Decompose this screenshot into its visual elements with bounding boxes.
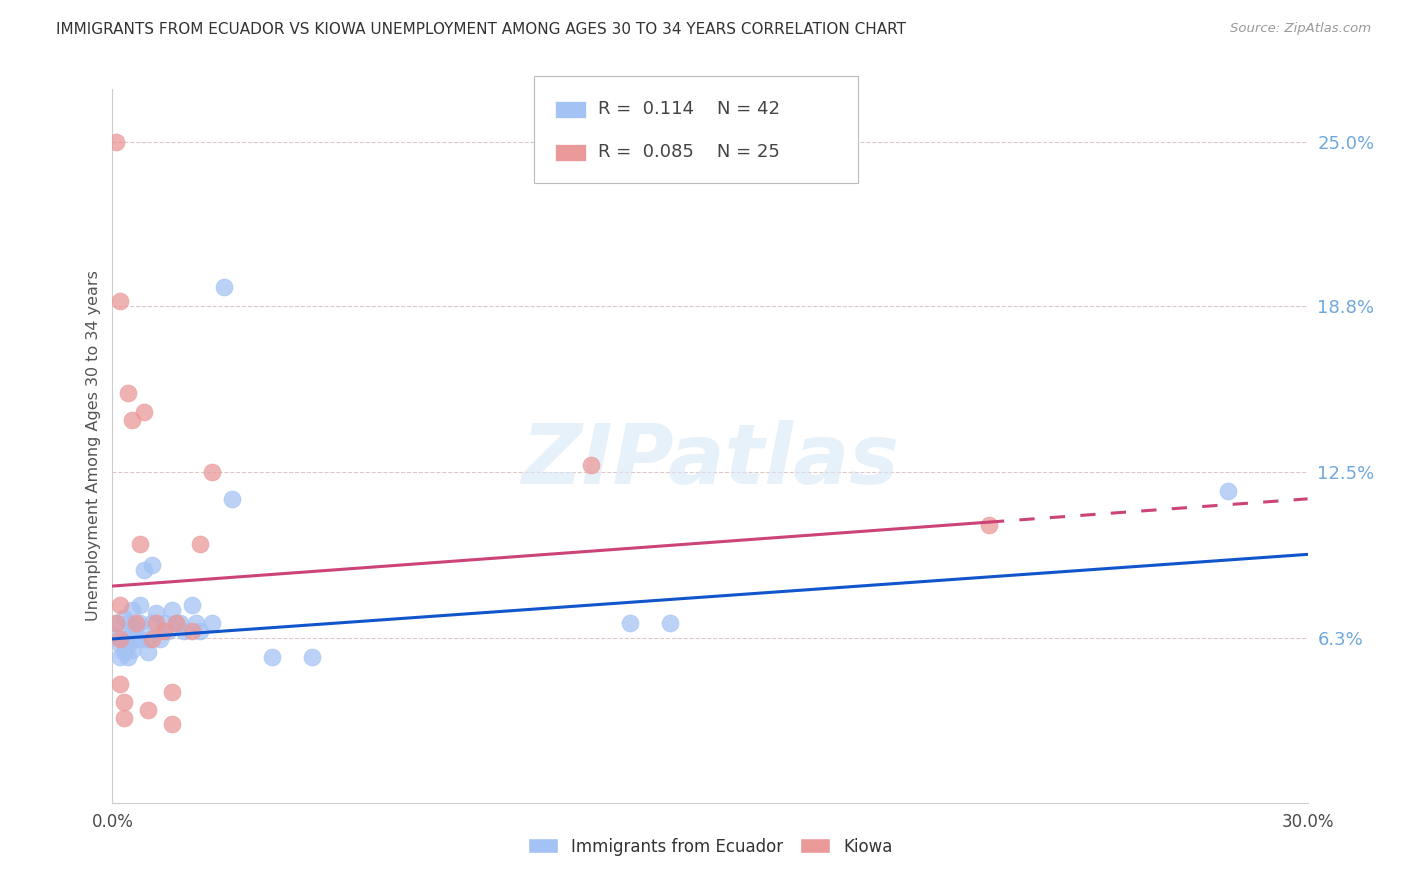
Point bbox=[145, 616, 167, 631]
Point bbox=[977, 518, 1000, 533]
Point bbox=[181, 624, 204, 638]
Point bbox=[125, 616, 148, 631]
Point bbox=[129, 537, 152, 551]
Point bbox=[149, 632, 172, 646]
Point bbox=[162, 603, 183, 617]
Point bbox=[141, 632, 163, 646]
Point bbox=[260, 650, 283, 665]
Text: ZIPatlas: ZIPatlas bbox=[522, 420, 898, 500]
Point bbox=[138, 645, 160, 659]
Point bbox=[134, 404, 156, 418]
Point bbox=[141, 616, 163, 631]
Point bbox=[169, 616, 191, 631]
Point bbox=[129, 598, 152, 612]
Text: R =  0.114    N = 42: R = 0.114 N = 42 bbox=[598, 100, 779, 119]
Point bbox=[659, 616, 682, 631]
Point bbox=[110, 632, 132, 646]
Point bbox=[201, 466, 224, 480]
Point bbox=[105, 616, 128, 631]
Legend: Immigrants from Ecuador, Kiowa: Immigrants from Ecuador, Kiowa bbox=[522, 831, 898, 863]
Point bbox=[181, 598, 204, 612]
Text: Source: ZipAtlas.com: Source: ZipAtlas.com bbox=[1230, 22, 1371, 36]
Point bbox=[134, 563, 156, 577]
Point bbox=[221, 491, 243, 506]
Point bbox=[162, 685, 183, 699]
Text: IMMIGRANTS FROM ECUADOR VS KIOWA UNEMPLOYMENT AMONG AGES 30 TO 34 YEARS CORRELAT: IMMIGRANTS FROM ECUADOR VS KIOWA UNEMPLO… bbox=[56, 22, 907, 37]
Point bbox=[110, 598, 132, 612]
Y-axis label: Unemployment Among Ages 30 to 34 years: Unemployment Among Ages 30 to 34 years bbox=[86, 270, 101, 622]
Point bbox=[125, 632, 148, 646]
Point bbox=[301, 650, 323, 665]
Point bbox=[110, 677, 132, 691]
Point bbox=[121, 642, 143, 657]
Point bbox=[117, 386, 139, 401]
Point bbox=[121, 624, 143, 638]
Point bbox=[1216, 483, 1239, 498]
Point bbox=[138, 632, 160, 646]
Point bbox=[114, 611, 135, 625]
Point bbox=[114, 695, 135, 709]
Point bbox=[114, 645, 135, 659]
Point bbox=[212, 280, 235, 294]
Point bbox=[153, 624, 176, 638]
Point bbox=[579, 458, 602, 472]
Point bbox=[114, 632, 135, 646]
Point bbox=[145, 606, 167, 620]
Text: R =  0.085    N = 25: R = 0.085 N = 25 bbox=[598, 144, 779, 161]
Point bbox=[141, 558, 163, 572]
Point bbox=[110, 650, 132, 665]
Point bbox=[201, 616, 224, 631]
Point bbox=[165, 616, 187, 631]
Point bbox=[173, 624, 195, 638]
Point bbox=[121, 412, 143, 426]
Point bbox=[153, 616, 176, 631]
Point bbox=[129, 616, 152, 631]
Point bbox=[117, 650, 139, 665]
Point bbox=[117, 637, 139, 651]
Point bbox=[105, 616, 128, 631]
Point bbox=[165, 616, 187, 631]
Point bbox=[129, 632, 152, 646]
Point bbox=[117, 616, 139, 631]
Point bbox=[110, 293, 132, 308]
Point bbox=[188, 624, 211, 638]
Point bbox=[125, 618, 148, 632]
Point bbox=[105, 629, 128, 643]
Point bbox=[157, 624, 180, 638]
Point bbox=[110, 637, 132, 651]
Point bbox=[188, 537, 211, 551]
Point bbox=[138, 703, 160, 717]
Point bbox=[186, 616, 208, 631]
Point bbox=[619, 616, 641, 631]
Point bbox=[162, 716, 183, 731]
Point bbox=[114, 711, 135, 725]
Point bbox=[105, 135, 128, 149]
Point bbox=[121, 603, 143, 617]
